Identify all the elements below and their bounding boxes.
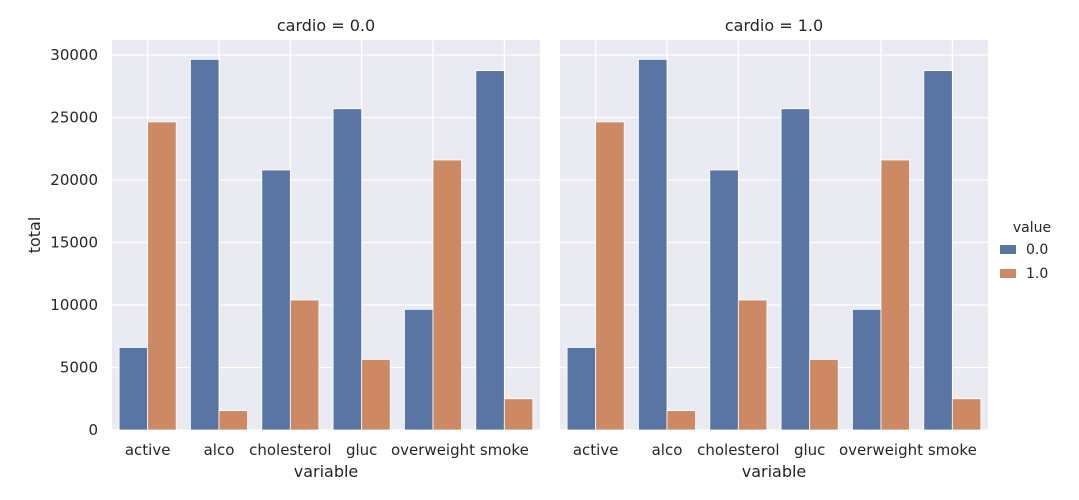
y-tick-label: 30000 [50,46,98,64]
y-tick-label: 25000 [50,109,98,127]
bar-active-1.0 [595,121,625,431]
y-tick-label: 10000 [50,296,98,314]
bar-cholesterol-1.0 [737,299,768,431]
bar-active-1.0 [147,121,177,431]
facet-panel-0: active alco cholesterol gluc overweight smoke… [25,16,540,481]
bar-overweight-1.0 [432,159,462,431]
bar-active-0.0 [118,347,149,431]
panel-title: cardio = 0.0 [277,16,375,35]
x-tick-label: cholesterol [697,441,779,459]
bar-alco-0.0 [190,58,220,431]
y-tick-label: 0 [88,421,98,439]
x-tick-label: smoke [480,441,529,459]
bar-alco-1.0 [666,410,696,431]
y-tick-label: 20000 [50,171,98,189]
panel-background [560,40,988,430]
legend-swatch [1000,245,1016,254]
x-tick-label: cholesterol [249,441,331,459]
bar-gluc-1.0 [809,358,839,431]
x-axis-label: variable [742,462,807,481]
bar-smoke-1.0 [503,398,534,431]
bar-smoke-1.0 [951,398,982,431]
panel-title: cardio = 1.0 [725,16,823,35]
legend-swatch [1000,269,1016,278]
bar-smoke-0.0 [475,70,505,431]
bar-smoke-0.0 [923,70,953,431]
legend-entry-label: 1.0 [1026,266,1048,282]
bar-gluc-0.0 [332,108,363,431]
facet-panel-1: active alco cholesterol gluc overweight smoke… [560,16,988,481]
legend-title: value [1013,220,1051,236]
bar-cholesterol-0.0 [709,169,739,431]
bar-overweight-0.0 [852,308,882,431]
bar-gluc-0.0 [780,108,811,431]
bar-overweight-1.0 [880,159,910,431]
y-axis-label: total [25,217,44,254]
x-tick-label: alco [204,441,235,459]
x-tick-label: active [125,441,171,459]
bar-alco-1.0 [218,410,248,431]
y-tick-label: 15000 [50,234,98,252]
bar-overweight-0.0 [404,308,434,431]
x-tick-label: smoke [928,441,977,459]
panel-background [112,40,540,430]
x-tick-label: active [573,441,619,459]
bar-alco-0.0 [638,58,668,431]
x-tick-label: gluc [794,441,825,459]
bar-cholesterol-0.0 [261,169,291,431]
legend-entry-label: 0.0 [1026,242,1048,258]
y-tick-label: 5000 [60,359,98,377]
x-tick-label: alco [652,441,683,459]
bar-gluc-1.0 [361,358,391,431]
x-axis-label: variable [294,462,359,481]
legend: value 0.0 1.0 [1000,220,1051,282]
bar-cholesterol-1.0 [289,299,320,431]
x-tick-label: overweight [839,441,923,459]
x-tick-label: gluc [346,441,377,459]
bar-active-0.0 [566,347,597,431]
x-tick-label: overweight [391,441,475,459]
